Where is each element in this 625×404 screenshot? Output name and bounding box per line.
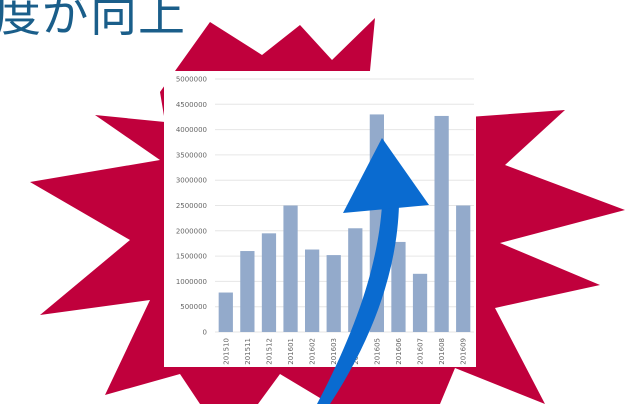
y-tick-label: 1500000 <box>176 253 207 261</box>
y-tick-label: 4000000 <box>176 126 207 134</box>
y-tick-label: 0 <box>203 329 207 337</box>
bar-201601 <box>283 205 298 332</box>
bar-201512 <box>261 233 277 332</box>
x-tick-label: 201603 <box>330 338 338 365</box>
x-tick-label: 201606 <box>395 337 403 364</box>
x-tick-label: 201511 <box>244 338 252 365</box>
x-tick-label: 201605 <box>373 338 381 365</box>
bar-201609 <box>456 205 471 332</box>
bar-201606 <box>391 241 406 332</box>
y-tick-label: 1000000 <box>176 278 207 286</box>
bar-201604 <box>348 228 363 332</box>
y-tick-label: 500000 <box>180 303 207 311</box>
x-tick-label: 201510 <box>222 338 230 365</box>
bar-201510 <box>218 292 233 332</box>
upward-arrow-shaft <box>317 205 399 404</box>
y-tick-label: 4500000 <box>176 101 207 109</box>
y-tick-label: 2500000 <box>176 202 207 210</box>
chart-background <box>164 71 476 367</box>
chart-bars <box>218 114 471 332</box>
bar-201602 <box>305 249 320 332</box>
y-axis-ticks: 0 500000 1000000 1500000 2000000 2500000 30000… <box>176 76 207 337</box>
y-tick-label: 3500000 <box>176 151 207 159</box>
x-tick-label: 201601 <box>287 338 295 365</box>
x-tick-label: 201602 <box>309 338 317 365</box>
headline-text: 度が向上 <box>0 0 186 43</box>
x-tick-label: 201608 <box>438 338 446 365</box>
x-tick-label: 201512 <box>265 338 273 365</box>
y-tick-label: 2000000 <box>176 227 207 235</box>
x-tick-label: 201607 <box>417 338 425 365</box>
y-tick-label: 5000000 <box>176 76 207 84</box>
upward-arrow-head <box>343 138 429 213</box>
x-tick-label: 201609 <box>460 338 468 365</box>
y-tick-label: 3000000 <box>176 177 207 185</box>
chart-gridlines <box>215 78 474 333</box>
bar-201608 <box>434 115 449 332</box>
bar-201603 <box>326 255 341 332</box>
bar-201607 <box>412 273 428 332</box>
bar-201511 <box>240 251 255 332</box>
